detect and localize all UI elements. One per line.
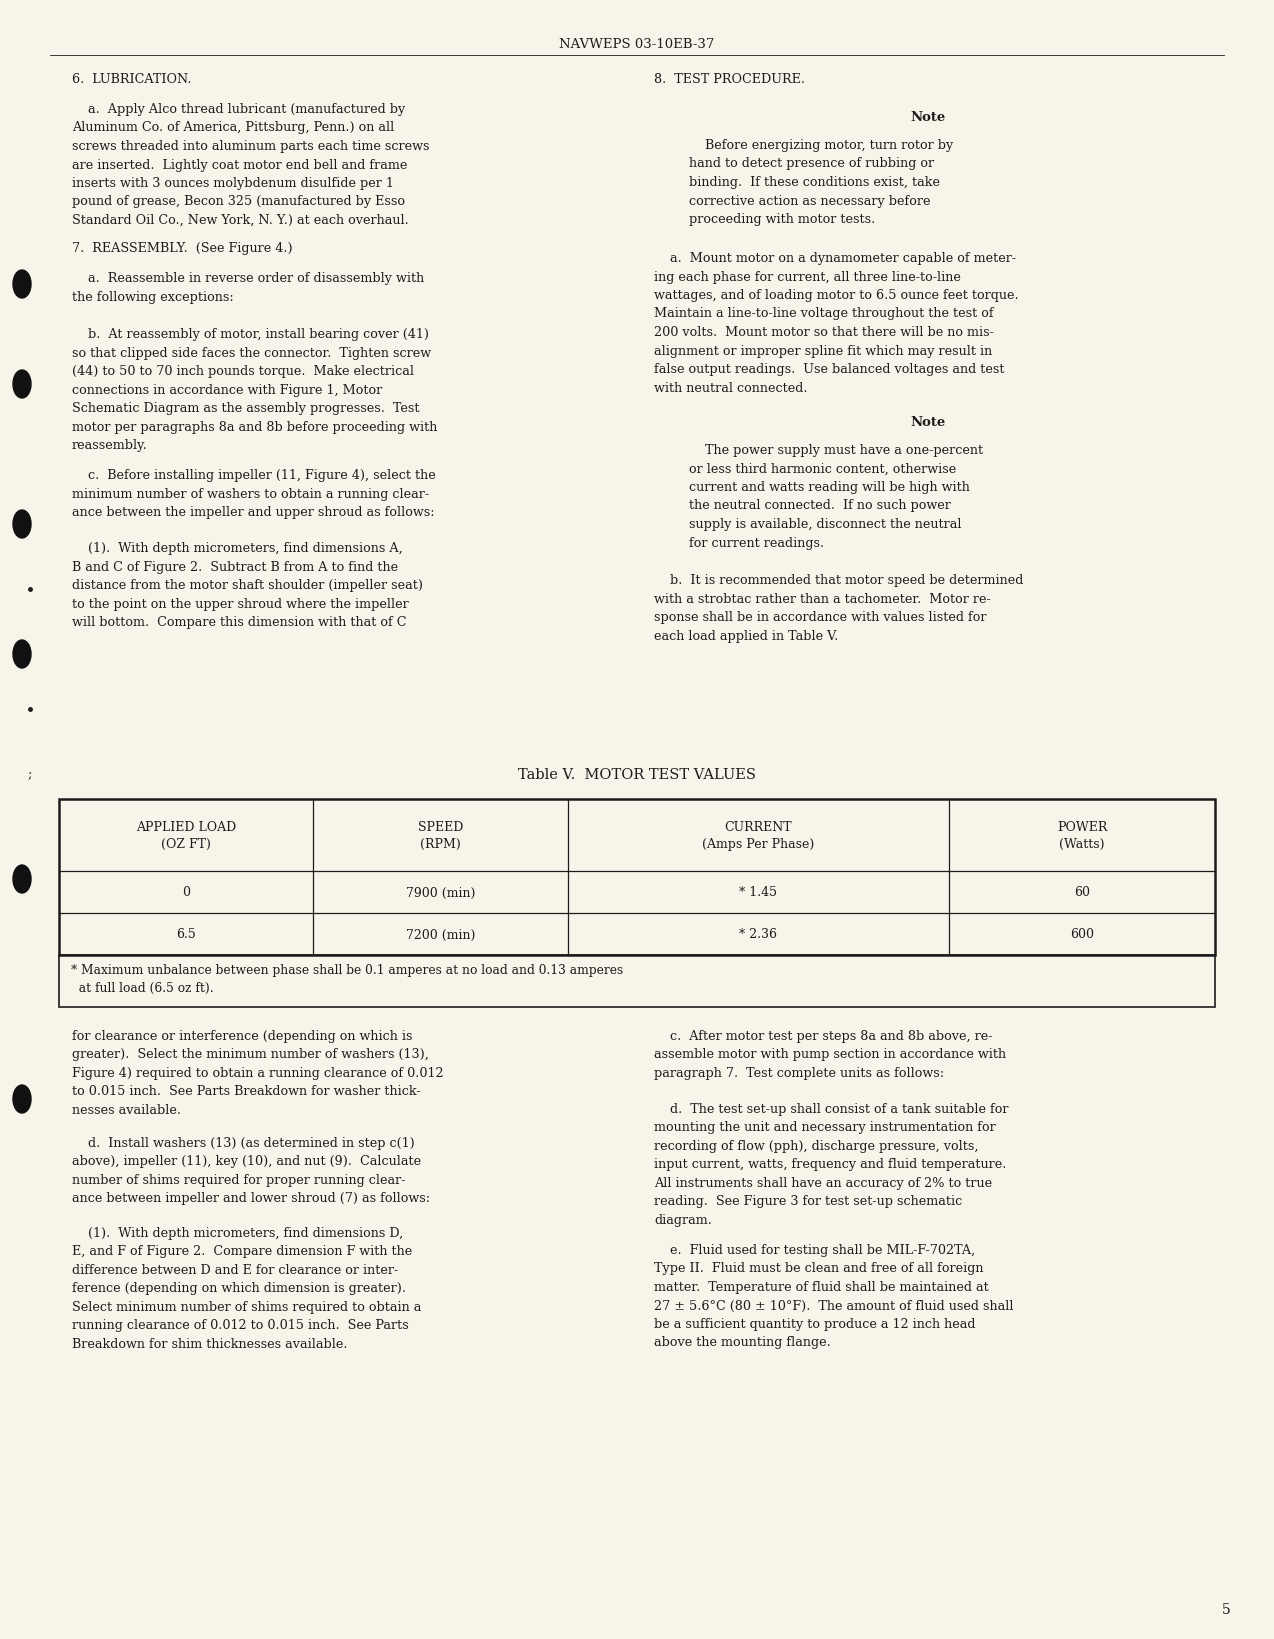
Bar <box>59 956 1215 1008</box>
Ellipse shape <box>13 270 31 298</box>
Text: APPLIED LOAD
(OZ FT): APPLIED LOAD (OZ FT) <box>136 821 236 851</box>
Text: NAVWEPS 03-10EB-37: NAVWEPS 03-10EB-37 <box>559 38 715 51</box>
Text: ;: ; <box>28 769 32 782</box>
Ellipse shape <box>13 865 31 893</box>
Text: Note: Note <box>911 111 945 125</box>
Text: POWER
(Watts): POWER (Watts) <box>1057 821 1107 851</box>
Text: d.  The test set-up shall consist of a tank suitable for
mounting the unit and n: d. The test set-up shall consist of a ta… <box>655 1103 1009 1226</box>
Ellipse shape <box>13 1085 31 1113</box>
Text: Before energizing motor, turn rotor by
hand to detect presence of rubbing or
bin: Before energizing motor, turn rotor by h… <box>689 139 954 226</box>
Text: e.  Fluid used for testing shall be MIL-F-702TA,
Type II.  Fluid must be clean a: e. Fluid used for testing shall be MIL-F… <box>655 1244 1014 1349</box>
Text: b.  It is recommended that motor speed be determined
with a strobtac rather than: b. It is recommended that motor speed be… <box>655 574 1024 642</box>
Text: (1).  With depth micrometers, find dimensions A,
B and C of Figure 2.  Subtract : (1). With depth micrometers, find dimens… <box>73 541 423 629</box>
Text: b.  At reassembly of motor, install bearing cover (41)
so that clipped side face: b. At reassembly of motor, install beari… <box>73 328 437 452</box>
Ellipse shape <box>13 370 31 398</box>
Text: d.  Install washers (13) (as determined in step c(1)
above), impeller (11), key : d. Install washers (13) (as determined i… <box>73 1136 431 1205</box>
Bar <box>59 800 1215 956</box>
Text: 8.  TEST PROCEDURE.: 8. TEST PROCEDURE. <box>655 74 805 85</box>
Text: (1).  With depth micrometers, find dimensions D,
E, and F of Figure 2.  Compare : (1). With depth micrometers, find dimens… <box>73 1226 422 1351</box>
Text: a.  Mount motor on a dynamometer capable of meter-
ing each phase for current, a: a. Mount motor on a dynamometer capable … <box>655 252 1019 395</box>
Text: 6.  LUBRICATION.: 6. LUBRICATION. <box>73 74 191 85</box>
Text: 600: 600 <box>1070 928 1094 941</box>
Text: 6.5: 6.5 <box>176 928 196 941</box>
Text: for clearance or interference (depending on which is
greater).  Select the minim: for clearance or interference (depending… <box>73 1029 443 1116</box>
Text: 7.  REASSEMBLY.  (See Figure 4.): 7. REASSEMBLY. (See Figure 4.) <box>73 243 293 254</box>
Text: Note: Note <box>911 416 945 429</box>
Text: Table V.  MOTOR TEST VALUES: Table V. MOTOR TEST VALUES <box>519 767 755 782</box>
Text: a.  Reassemble in reverse order of disassembly with
the following exceptions:: a. Reassemble in reverse order of disass… <box>73 272 424 303</box>
Text: c.  After motor test per steps 8a and 8b above, re-
assemble motor with pump sec: c. After motor test per steps 8a and 8b … <box>655 1029 1006 1080</box>
Text: 5: 5 <box>1222 1603 1231 1616</box>
Text: a.  Apply Alco thread lubricant (manufactured by
Aluminum Co. of America, Pittsb: a. Apply Alco thread lubricant (manufact… <box>73 103 429 226</box>
Ellipse shape <box>13 641 31 669</box>
Text: SPEED
(RPM): SPEED (RPM) <box>418 821 464 851</box>
Text: 60: 60 <box>1074 887 1091 898</box>
Text: 0: 0 <box>182 887 190 898</box>
Text: 7200 (min): 7200 (min) <box>406 928 475 941</box>
Ellipse shape <box>13 511 31 539</box>
Text: CURRENT
(Amps Per Phase): CURRENT (Amps Per Phase) <box>702 821 814 851</box>
Text: * Maximum unbalance between phase shall be 0.1 amperes at no load and 0.13 amper: * Maximum unbalance between phase shall … <box>71 964 623 993</box>
Text: The power supply must have a one-percent
or less third harmonic content, otherwi: The power supply must have a one-percent… <box>689 444 984 549</box>
Text: c.  Before installing impeller (11, Figure 4), select the
minimum number of wash: c. Before installing impeller (11, Figur… <box>73 469 436 518</box>
Text: * 2.36: * 2.36 <box>739 928 777 941</box>
Text: * 1.45: * 1.45 <box>739 887 777 898</box>
Text: 7900 (min): 7900 (min) <box>406 887 475 898</box>
